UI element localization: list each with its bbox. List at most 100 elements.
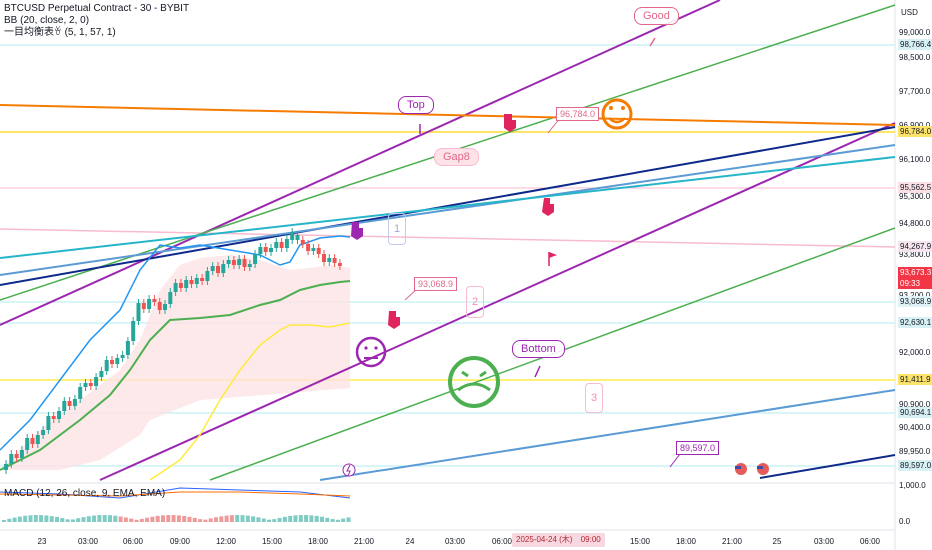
ichimoku-span-line[interactable] — [149, 322, 351, 481]
candle[interactable] — [115, 358, 120, 364]
ichimoku-indicator-label[interactable]: 一目均衡表ꈊ (5, 1, 57, 1) — [4, 27, 116, 38]
price-note[interactable]: 89,597.0 — [676, 441, 720, 455]
neutral-face-icon[interactable] — [355, 336, 387, 368]
price-note[interactable]: 93,068.9 — [414, 277, 458, 291]
candle[interactable] — [269, 248, 273, 252]
candle[interactable] — [35, 435, 40, 444]
candle[interactable] — [284, 239, 289, 248]
candle[interactable] — [194, 278, 199, 284]
candle[interactable] — [9, 454, 14, 464]
candle[interactable] — [83, 383, 88, 387]
candle[interactable] — [327, 258, 332, 262]
candle[interactable] — [136, 303, 141, 321]
note-good[interactable]: Good — [634, 7, 679, 25]
candle[interactable] — [67, 401, 72, 406]
us-flag-event-icon[interactable] — [735, 463, 747, 475]
candle[interactable] — [279, 242, 284, 248]
candle[interactable] — [210, 266, 215, 271]
candle[interactable] — [51, 416, 56, 419]
candle[interactable] — [94, 377, 99, 386]
candle[interactable] — [322, 254, 326, 262]
bb-upper-line[interactable] — [0, 235, 351, 451]
chart-legend[interactable]: BTCUSD Perpetual Contract - 30 - BYBIT B… — [4, 3, 189, 39]
price-note[interactable]: 96,784.0 — [556, 107, 600, 121]
flag-icon[interactable] — [548, 252, 557, 266]
us-flag-event-icon[interactable] — [757, 463, 769, 475]
note-bottom[interactable]: Bottom — [512, 340, 565, 358]
candle[interactable] — [337, 263, 342, 266]
hand-pointer-icon[interactable] — [542, 198, 554, 216]
candle[interactable] — [205, 271, 210, 281]
macd-bar — [145, 517, 150, 522]
candle[interactable] — [189, 280, 194, 284]
candle[interactable] — [110, 360, 114, 364]
candle[interactable] — [173, 283, 178, 292]
candle[interactable] — [78, 387, 83, 399]
candle[interactable] — [247, 264, 252, 267]
candle[interactable] — [184, 280, 189, 288]
candle[interactable] — [88, 383, 93, 386]
hand-pointer-icon[interactable] — [504, 114, 516, 132]
candle[interactable] — [168, 292, 173, 304]
candle[interactable] — [147, 299, 152, 309]
candle[interactable] — [231, 260, 236, 265]
candle[interactable] — [152, 299, 157, 302]
bb-indicator-label[interactable]: BB (20, close, 2, 0) — [4, 15, 90, 26]
wave-label-box[interactable]: 3 — [585, 383, 603, 413]
candle[interactable] — [216, 266, 220, 273]
candle[interactable] — [141, 303, 146, 309]
macd-signal-line[interactable] — [0, 491, 351, 497]
candle[interactable] — [290, 232, 295, 240]
candle[interactable] — [131, 321, 136, 341]
note-gap[interactable]: Gap8 — [434, 148, 479, 166]
candlestick-series[interactable] — [4, 228, 342, 474]
candle[interactable] — [300, 240, 305, 244]
note-top[interactable]: Top — [398, 96, 434, 114]
candle[interactable] — [237, 259, 242, 265]
candle[interactable] — [30, 438, 35, 444]
candle[interactable] — [274, 242, 279, 248]
hand-pointer-icon[interactable] — [351, 222, 363, 240]
candle[interactable] — [258, 247, 263, 254]
wave-label-box[interactable]: 2 — [466, 286, 484, 318]
smiley-icon[interactable] — [601, 98, 633, 130]
candle[interactable] — [316, 248, 321, 254]
candle[interactable] — [41, 430, 46, 435]
wave-label-box[interactable]: 1 — [388, 213, 406, 245]
candle[interactable] — [163, 304, 167, 310]
candle[interactable] — [62, 401, 67, 411]
candle[interactable] — [332, 258, 337, 263]
candle[interactable] — [242, 259, 247, 267]
candle[interactable] — [125, 341, 130, 355]
candle[interactable] — [253, 254, 258, 264]
bb-basis-line[interactable] — [0, 280, 351, 471]
candle[interactable] — [221, 264, 226, 273]
candle[interactable] — [200, 278, 205, 281]
grin-face-icon[interactable] — [448, 356, 500, 408]
candle[interactable] — [306, 244, 311, 251]
candle[interactable] — [157, 302, 162, 310]
candle[interactable] — [311, 248, 316, 251]
macd-histogram[interactable] — [2, 515, 351, 522]
symbol-title[interactable]: BTCUSD Perpetual Contract - 30 - BYBIT — [4, 3, 190, 14]
macd-line[interactable] — [0, 487, 351, 499]
candle[interactable] — [72, 399, 77, 406]
macd-indicator-label[interactable]: MACD (12, 26, close, 9, EMA, EMA) — [4, 488, 166, 499]
candle[interactable] — [295, 235, 300, 240]
candle[interactable] — [178, 283, 183, 288]
hand-pointer-icon[interactable] — [388, 311, 400, 329]
candle[interactable] — [104, 360, 109, 371]
candle[interactable] — [14, 454, 19, 458]
candle[interactable] — [120, 355, 125, 358]
candle[interactable] — [46, 416, 51, 430]
candle[interactable] — [4, 464, 8, 470]
candle[interactable] — [25, 438, 30, 450]
candle[interactable] — [263, 247, 268, 252]
candle[interactable] — [226, 260, 231, 264]
candle[interactable] — [57, 411, 61, 419]
candle[interactable] — [99, 371, 104, 377]
lightning-event-icon[interactable] — [342, 463, 356, 477]
candle[interactable] — [19, 450, 24, 458]
